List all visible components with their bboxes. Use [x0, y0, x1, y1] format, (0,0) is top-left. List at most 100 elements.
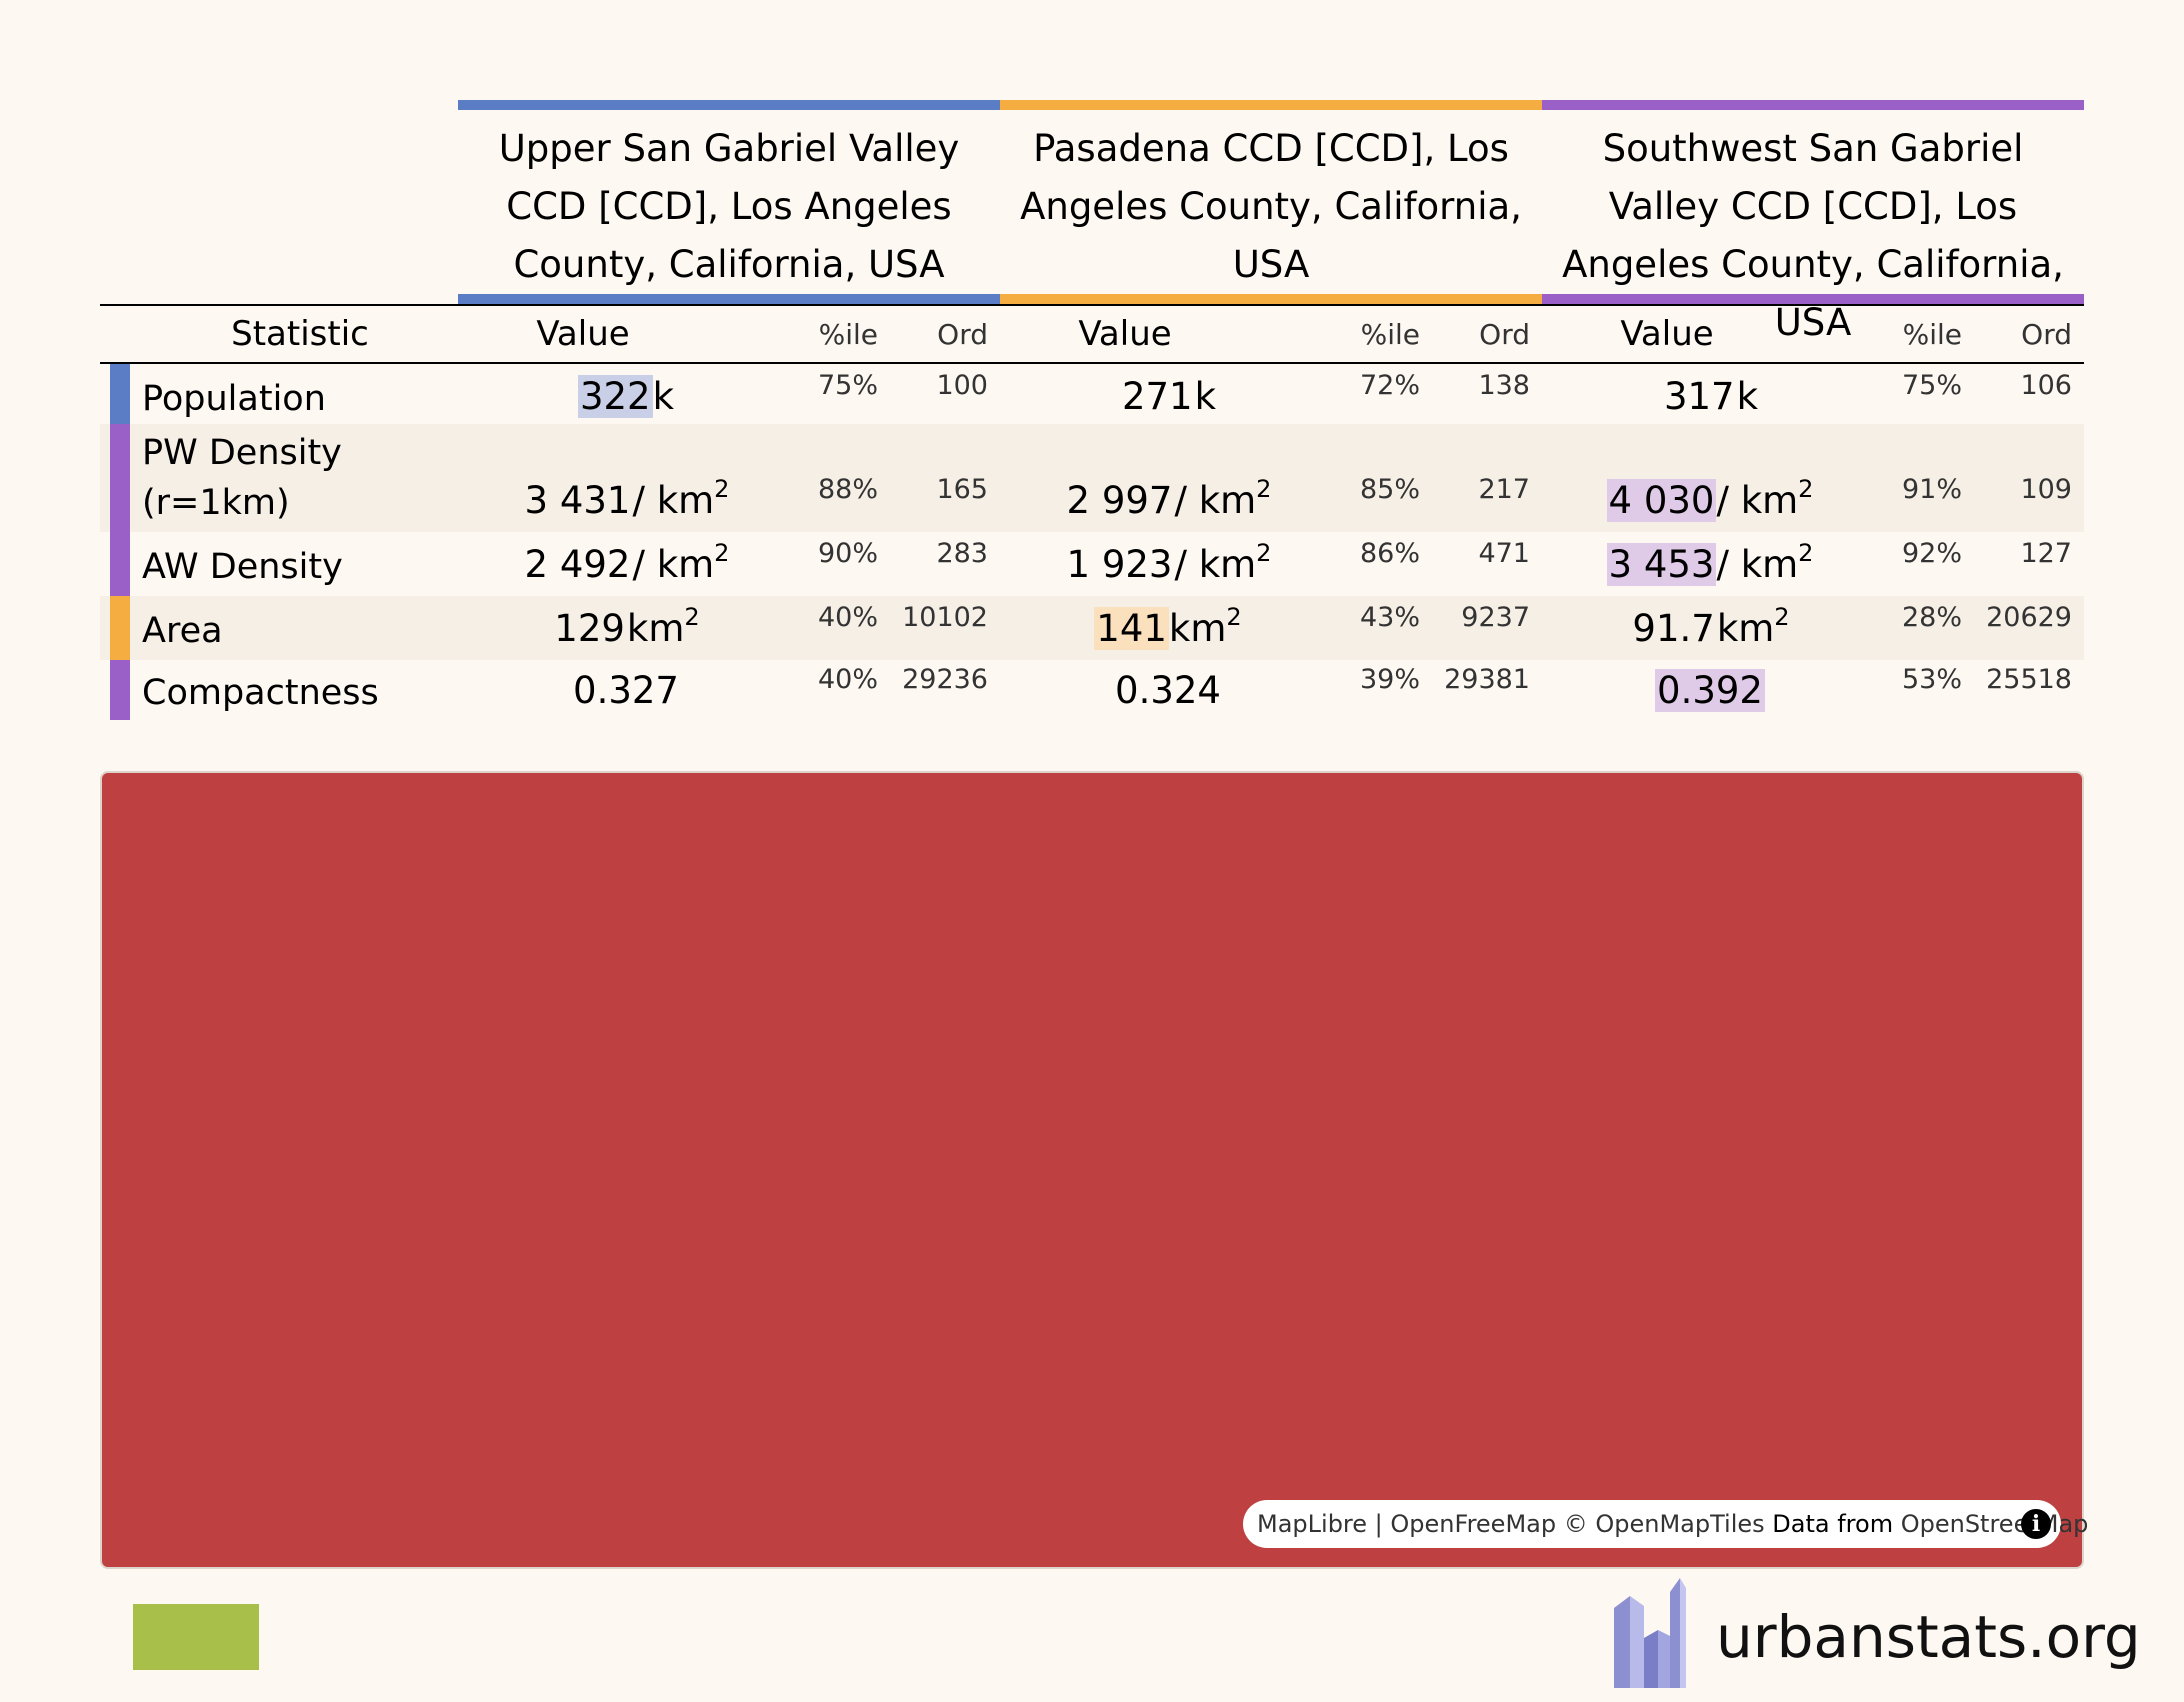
- value-unit: / km: [632, 479, 715, 522]
- urbanstats-logo-icon: [1614, 1578, 1686, 1688]
- value-number: 2 997: [1066, 479, 1173, 522]
- ordinal-header: Ord: [2021, 318, 2072, 351]
- value-unit: k: [1194, 375, 1217, 418]
- stat-label[interactable]: Compactness: [142, 673, 379, 713]
- value-number: 3 453: [1606, 543, 1717, 586]
- stat-label[interactable]: Area: [142, 611, 223, 651]
- ordinal-value[interactable]: 29381: [1444, 664, 1530, 695]
- ordinal-value[interactable]: 109: [2020, 474, 2072, 505]
- ordinal-value[interactable]: 283: [936, 538, 988, 569]
- header-rule: [100, 304, 2084, 306]
- table-row: [100, 424, 2084, 532]
- region-header-2: Pasadena CCD [CCD], Los Angeles County, …: [1000, 100, 1542, 304]
- row-color-stripe: [110, 424, 130, 532]
- region-title[interactable]: Southwest San Gabriel Valley CCD [CCD], …: [1562, 127, 2064, 344]
- stat-value: 317k: [1520, 372, 1900, 422]
- percentile-value: 72%: [1359, 370, 1420, 401]
- color-swatch: [133, 1604, 259, 1670]
- ordinal-value[interactable]: 106: [2020, 370, 2072, 401]
- percentile-header: %ile: [1360, 318, 1420, 351]
- value-unit: / km: [1174, 543, 1257, 586]
- value-number: 0.327: [573, 669, 679, 712]
- ordinal-value[interactable]: 217: [1478, 474, 1530, 505]
- stat-value: 1 923/ km2: [978, 540, 1358, 590]
- region-color-bar-top: [458, 100, 1000, 110]
- region-header-3: Southwest San Gabriel Valley CCD [CCD], …: [1542, 100, 2084, 344]
- percentile-value: 40%: [817, 602, 878, 633]
- unit-superscript: 2: [1774, 603, 1790, 631]
- percentile-header: %ile: [818, 318, 878, 351]
- value-unit: / km: [632, 543, 715, 586]
- stat-value: 0.392: [1520, 666, 1900, 716]
- stat-value: 322k: [436, 372, 816, 422]
- percentile-value: 85%: [1359, 474, 1420, 505]
- region-header-1: Upper San Gabriel Valley CCD [CCD], Los …: [458, 100, 1000, 304]
- value-number: 91.7: [1632, 607, 1715, 650]
- unit-superscript: 2: [1798, 539, 1814, 567]
- subheader-rule: [100, 362, 2084, 364]
- stat-label[interactable]: AW Density: [142, 547, 343, 587]
- value-unit: / km: [1716, 479, 1799, 522]
- stat-value: 2 492/ km2: [436, 540, 816, 590]
- stat-label-line2[interactable]: (r=1km): [142, 483, 290, 523]
- value-number: 317: [1663, 375, 1735, 418]
- region-title[interactable]: Pasadena CCD [CCD], Los Angeles County, …: [1020, 127, 1522, 286]
- percentile-value: 28%: [1901, 602, 1962, 633]
- value-unit: k: [1736, 375, 1759, 418]
- region-title[interactable]: Upper San Gabriel Valley CCD [CCD], Los …: [498, 127, 960, 286]
- stat-value: 3 431/ km2: [436, 476, 816, 526]
- urbanstats-logo-text[interactable]: urbanstats.org: [1716, 1603, 2141, 1671]
- ordinal-value[interactable]: 25518: [1986, 664, 2072, 695]
- percentile-value: 75%: [817, 370, 878, 401]
- openstreetmap-link[interactable]: OpenStreetMap: [1900, 1510, 2089, 1538]
- value-number: 1 923: [1066, 543, 1173, 586]
- row-color-stripe: [110, 660, 130, 720]
- openmaptiles-link[interactable]: © OpenMapTiles: [1563, 1510, 1765, 1538]
- value-number: 271: [1121, 375, 1193, 418]
- value-header: Value: [536, 314, 630, 354]
- value-header: Value: [1620, 314, 1714, 354]
- table-row: [100, 596, 2084, 660]
- stat-label[interactable]: Population: [142, 379, 326, 419]
- region-color-bar-top: [1000, 100, 1542, 110]
- value-unit: km: [1716, 607, 1775, 650]
- value-number: 141: [1094, 607, 1169, 650]
- ordinal-value[interactable]: 29236: [902, 664, 988, 695]
- info-icon[interactable]: i: [2021, 1509, 2051, 1539]
- stat-value: 0.324: [978, 666, 1358, 716]
- value-unit: km: [626, 607, 685, 650]
- value-unit: km: [1168, 607, 1227, 650]
- percentile-value: 90%: [817, 538, 878, 569]
- unit-superscript: 2: [1256, 539, 1272, 567]
- stat-label[interactable]: PW Density: [142, 433, 342, 473]
- value-unit: k: [652, 375, 675, 418]
- unit-superscript: 2: [714, 475, 730, 503]
- percentile-value: 53%: [1901, 664, 1962, 695]
- percentile-value: 39%: [1359, 664, 1420, 695]
- map-attribution: MapLibre | OpenFreeMap © OpenMapTiles Da…: [1243, 1500, 2088, 1548]
- maplibre-link[interactable]: MapLibre: [1257, 1510, 1368, 1538]
- ordinal-value[interactable]: 471: [1478, 538, 1530, 569]
- openfreemap-link[interactable]: OpenFreeMap: [1390, 1510, 1557, 1538]
- ordinal-value[interactable]: 127: [2020, 538, 2072, 569]
- region-color-bar-bottom: [1000, 294, 1542, 304]
- data-from-label: Data from: [1772, 1510, 1894, 1538]
- stat-value: 4 030/ km2: [1520, 476, 1900, 526]
- value-number: 322: [577, 375, 653, 418]
- ordinal-value[interactable]: 100: [936, 370, 988, 401]
- value-unit: / km: [1716, 543, 1799, 586]
- ordinal-value[interactable]: 10102: [902, 602, 988, 633]
- stat-value: 3 453/ km2: [1520, 540, 1900, 590]
- ordinal-value[interactable]: 9237: [1461, 602, 1530, 633]
- value-number: 129: [554, 607, 625, 650]
- percentile-value: 75%: [1901, 370, 1962, 401]
- ordinal-value[interactable]: 165: [936, 474, 988, 505]
- map-panel[interactable]: [100, 771, 2084, 1569]
- ordinal-value[interactable]: 138: [1478, 370, 1530, 401]
- value-number: 0.324: [1115, 669, 1221, 712]
- unit-superscript: 2: [1256, 475, 1272, 503]
- ordinal-value[interactable]: 20629: [1986, 602, 2072, 633]
- unit-superscript: 2: [1226, 603, 1242, 631]
- value-number: 2 492: [524, 543, 631, 586]
- ordinal-header: Ord: [937, 318, 988, 351]
